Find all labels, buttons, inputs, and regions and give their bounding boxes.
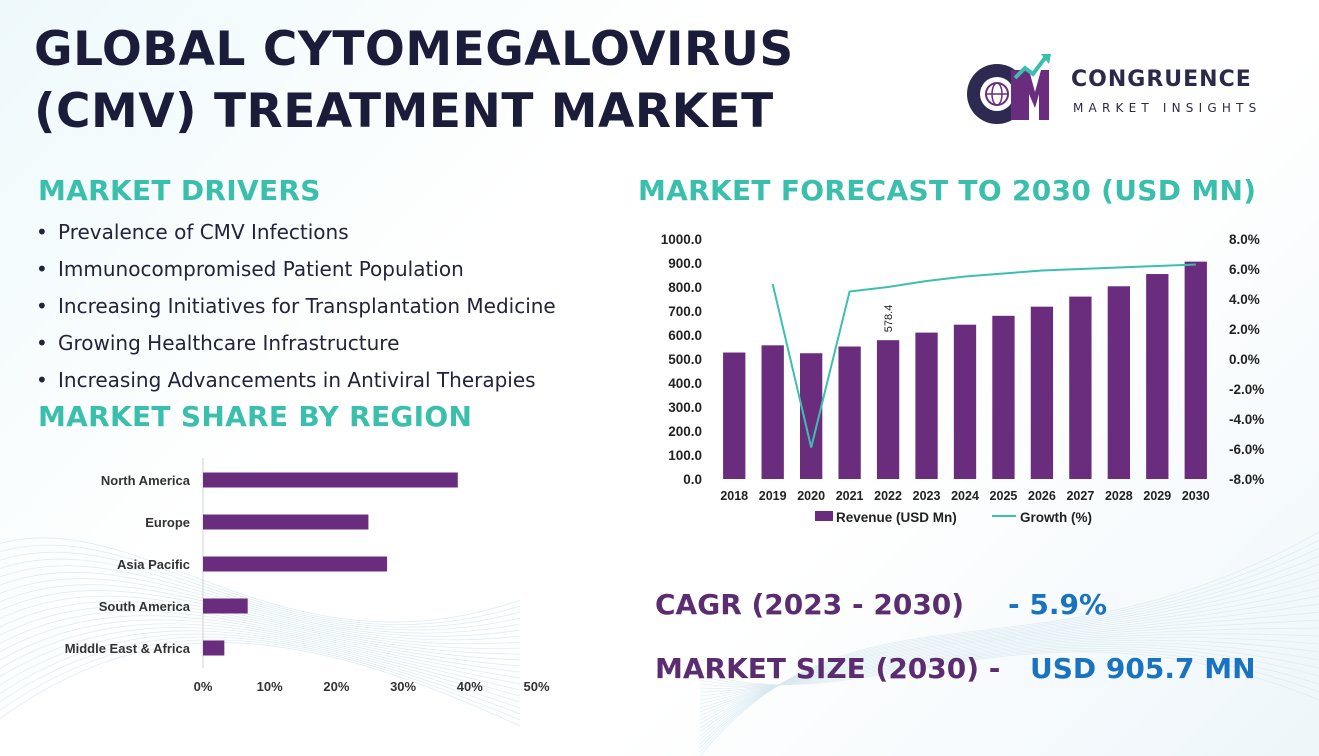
forecast-revenue-bar [761, 345, 784, 479]
forecast-x-tick-label: 2024 [951, 489, 979, 503]
forecast-growth-line [771, 263, 1196, 448]
forecast-y-tick-label: 700.0 [668, 304, 702, 319]
forecast-revenue-bar [876, 340, 900, 479]
region-category-label: North America [101, 473, 191, 488]
forecast-y-tick-label: 1000.0 [661, 232, 702, 247]
forecast-x-tick-label: 2026 [1028, 489, 1056, 503]
forecast-revenue-bar [838, 346, 861, 479]
forecast-y-tick-label: 300.0 [668, 400, 702, 415]
forecast-y2-tick-label: 6.0% [1229, 262, 1260, 277]
forecast-y2-tick-label: -6.0% [1229, 442, 1264, 457]
forecast-y-tick-label: 800.0 [668, 280, 702, 295]
region-bar [203, 640, 225, 656]
driver-item: Increasing Advancements in Antiviral The… [36, 362, 556, 399]
market-drivers-list: Prevalence of CMV Infections Immunocompr… [36, 214, 556, 399]
region-bar [203, 598, 248, 614]
company-logo: CONGRUENCE MARKET INSIGHTS [963, 50, 1283, 130]
region-bar [203, 472, 458, 488]
cagr-value: - 5.9% [1008, 588, 1108, 621]
forecast-y-tick-label: 0.0 [683, 472, 702, 487]
legend-revenue-swatch [815, 511, 833, 521]
region-bar [203, 514, 369, 530]
forecast-x-tick-label: 2025 [990, 489, 1018, 503]
forecast-y2-tick-label: -8.0% [1229, 472, 1264, 487]
forecast-y-tick-label: 100.0 [668, 448, 702, 463]
driver-item: Growing Healthcare Infrastructure [36, 325, 556, 362]
forecast-chart: 0.0 100.0 200.0 300.0 400.0 500.0 600.0 700.0 80… [661, 232, 1265, 525]
forecast-revenue-bar [915, 332, 938, 479]
forecast-y-tick-label: 900.0 [668, 256, 702, 271]
forecast-revenue-bar [1146, 274, 1169, 479]
forecast-y2-tick-label: 8.0% [1229, 232, 1260, 247]
forecast-heading: MARKET FORECAST TO 2030 (USD MN) [638, 174, 1257, 207]
forecast-y2-tick-label: -2.0% [1229, 382, 1264, 397]
region-category-label: South America [99, 599, 191, 614]
forecast-revenue-bar [953, 324, 977, 479]
driver-item: Increasing Initiatives for Transplantati… [36, 288, 556, 325]
forecast-x-tick-label: 2028 [1105, 489, 1133, 503]
forecast-revenue-bar [800, 353, 823, 479]
forecast-y-tick-label: 200.0 [668, 424, 702, 439]
driver-item: Immunocompromised Patient Population [36, 251, 556, 288]
forecast-y-tick-label: 600.0 [668, 328, 702, 343]
page-title-line-2: (CMV) TREATMENT MARKET [34, 84, 774, 139]
region-x-tick-label: 30% [390, 679, 416, 694]
forecast-x-tick-label: 2027 [1066, 489, 1094, 503]
forecast-y-tick-label: 500.0 [668, 352, 702, 367]
forecast-revenue-bar [992, 315, 1015, 479]
region-category-label: Asia Pacific [117, 557, 190, 572]
forecast-x-tick-label: 2023 [913, 489, 941, 503]
background-wave-line [699, 637, 1319, 701]
legend-growth-label: Growth (%) [1020, 510, 1092, 525]
region-category-label: Middle East & Africa [65, 641, 191, 656]
forecast-x-tick-label: 2018 [720, 489, 748, 503]
forecast-y2-tick-label: 4.0% [1229, 292, 1260, 307]
forecast-y2-tick-label: 0.0% [1229, 352, 1260, 367]
region-share-chart: North America Europe Asia Pacific South Ame… [65, 458, 550, 694]
forecast-revenue-bar [723, 352, 746, 479]
forecast-y-tick-label: 400.0 [668, 376, 702, 391]
region-x-tick-label: 40% [457, 679, 483, 694]
cagr-label: CAGR (2023 - 2030) [655, 588, 965, 621]
region-category-label: Europe [145, 515, 190, 530]
background-wave-line [699, 563, 1319, 741]
region-x-tick-label: 50% [523, 679, 549, 694]
region-bar [203, 556, 388, 572]
forecast-revenue-bar [1069, 296, 1092, 479]
market-size-label: MARKET SIZE (2030) - [655, 652, 1001, 685]
forecast-x-tick-label: 2019 [759, 489, 787, 503]
driver-item: Prevalence of CMV Infections [36, 214, 556, 251]
forecast-x-tick-label: 2022 [874, 489, 902, 503]
logo-mark-icon [967, 54, 1051, 124]
legend-revenue-label: Revenue (USD Mn) [836, 510, 957, 525]
background-wave-line [699, 651, 1319, 701]
page-title-line-1: GLOBAL CYTOMEGALOVIRUS [34, 22, 794, 77]
forecast-revenue-bar [1107, 286, 1130, 479]
forecast-data-label: 578.4 [883, 305, 895, 333]
forecast-x-tick-label: 2029 [1143, 489, 1171, 503]
market-size-value: USD 905.7 MN [1030, 652, 1256, 685]
region-x-tick-label: 0% [194, 679, 213, 694]
forecast-x-tick-label: 2021 [836, 489, 864, 503]
logo-name: CONGRUENCE [1071, 67, 1252, 92]
market-drivers-heading: MARKET DRIVERS [38, 174, 321, 207]
forecast-revenue-bar [1030, 306, 1054, 479]
region-x-tick-label: 20% [323, 679, 349, 694]
forecast-y2-tick-label: 2.0% [1229, 322, 1260, 337]
region-x-tick-label: 10% [257, 679, 283, 694]
forecast-revenue-bar [1184, 261, 1207, 479]
forecast-y2-tick-label: -4.0% [1229, 412, 1264, 427]
logo-tagline: MARKET INSIGHTS [1073, 101, 1262, 115]
forecast-x-tick-label: 2030 [1182, 489, 1210, 503]
region-share-heading: MARKET SHARE BY REGION [38, 400, 473, 433]
forecast-x-tick-label: 2020 [797, 489, 825, 503]
